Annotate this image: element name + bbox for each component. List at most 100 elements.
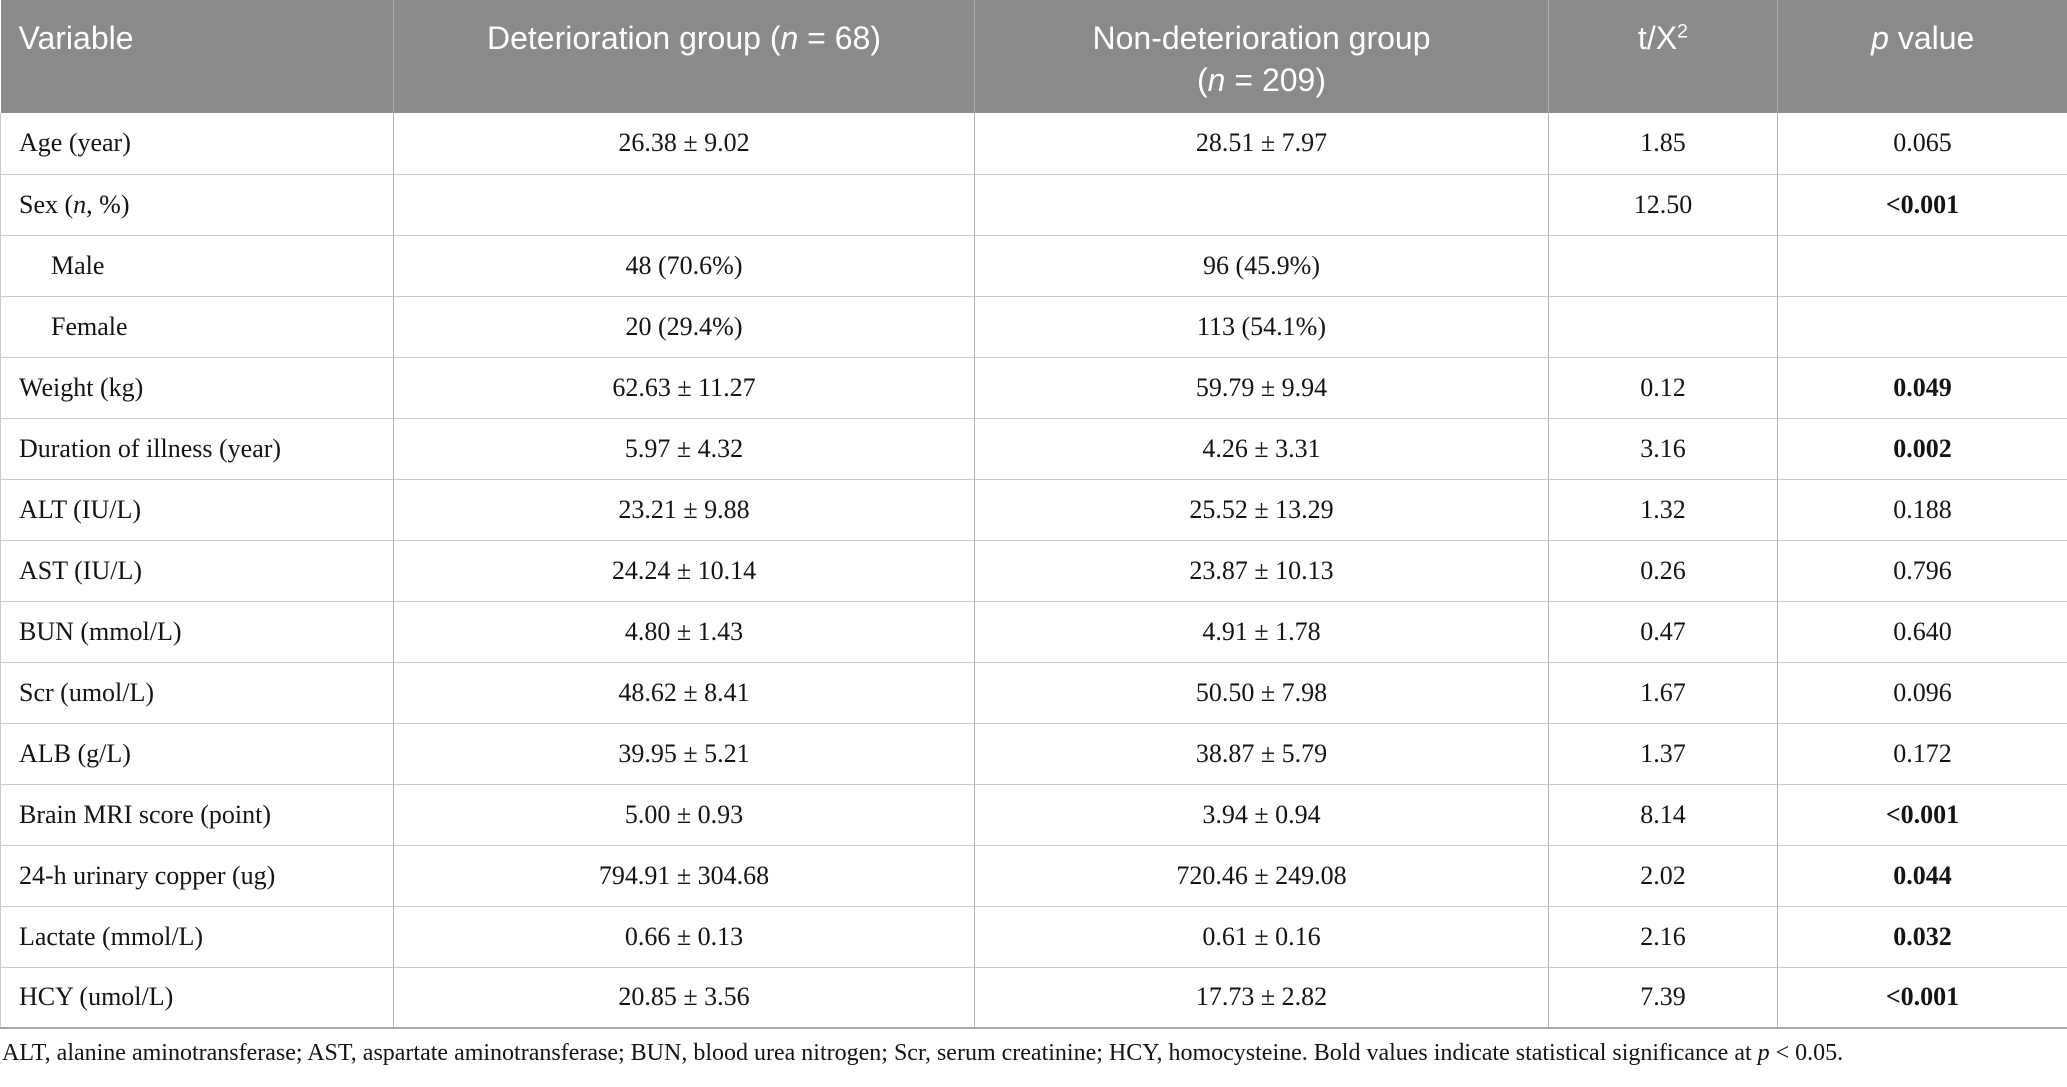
statistic-label: t/X [1637,20,1678,56]
cell-statistic: 3.16 [1548,417,1778,480]
cell-non-deterioration: 720.46 ± 249.08 [974,844,1549,907]
cell-non-deterioration: 28.51 ± 7.97 [974,113,1549,175]
cell-variable: ALB (g/L) [0,722,394,785]
cell-deterioration: 5.00 ± 0.93 [393,783,975,846]
cell-deterioration: 23.21 ± 9.88 [393,478,975,541]
table-row-urinary-copper: 24-h urinary copper (ug) 794.91 ± 304.68… [0,844,2067,907]
cell-non-deterioration: 38.87 ± 5.79 [974,722,1549,785]
table-footnote: ALT, alanine aminotransferase; AST, aspa… [0,1029,2067,1067]
cell-statistic [1548,295,1778,358]
footnote-abbreviations: ALT, alanine aminotransferase; AST, aspa… [2,1040,1758,1066]
cell-deterioration: 48.62 ± 8.41 [393,661,975,724]
cell-statistic: 0.12 [1548,356,1778,419]
cell-deterioration: 24.24 ± 10.14 [393,539,975,602]
cell-statistic: 1.32 [1548,478,1778,541]
pvalue-label: value [1888,20,1975,56]
cell-pvalue [1777,234,2067,297]
cell-statistic: 2.16 [1548,905,1778,968]
cell-deterioration: 20 (29.4%) [393,295,975,358]
cell-pvalue: 0.002 [1777,417,2067,480]
col-header-variable-label: Variable [18,20,134,56]
cell-non-deterioration: 17.73 ± 2.82 [974,966,1549,1029]
cell-deterioration: 39.95 ± 5.21 [393,722,975,785]
cell-deterioration: 62.63 ± 11.27 [393,356,975,419]
cell-non-deterioration [974,173,1549,236]
cell-deterioration: 4.80 ± 1.43 [393,600,975,663]
cell-deterioration: 48 (70.6%) [393,234,975,297]
statistic-superscript: 2 [1677,20,1689,43]
cell-statistic [1548,234,1778,297]
col-header-non-deterioration: Non-deterioration group (n = 209) [974,0,1549,113]
cell-deterioration: 20.85 ± 3.56 [393,966,975,1029]
table-header: Variable Deterioration group (n = 68) No… [0,0,2067,113]
cell-variable: Duration of illness (year) [0,417,394,480]
p-symbol: p [1871,20,1889,56]
cell-variable: AST (IU/L) [0,539,394,602]
cell-non-deterioration: 96 (45.9%) [974,234,1549,297]
cell-statistic: 12.50 [1548,173,1778,236]
table-row-scr: Scr (umol/L) 48.62 ± 8.41 50.50 ± 7.98 1… [0,661,2067,724]
col-header-deterioration-label: Deterioration group ( [487,20,781,56]
cell-statistic: 1.37 [1548,722,1778,785]
sex-label-n: n [73,189,87,219]
cell-pvalue [1777,295,2067,358]
col-header-non-deterioration-count: (n = 209) [985,60,1538,102]
sex-label-post: , %) [86,189,130,219]
table-row-weight: Weight (kg) 62.63 ± 11.27 59.79 ± 9.94 0… [0,356,2067,419]
table-row-bun: BUN (mmol/L) 4.80 ± 1.43 4.91 ± 1.78 0.4… [0,600,2067,663]
cell-deterioration: 5.97 ± 4.32 [393,417,975,480]
cell-variable: 24-h urinary copper (ug) [0,844,394,907]
cell-pvalue: 0.796 [1777,539,2067,602]
table-row-male: Male 48 (70.6%) 96 (45.9%) [0,234,2067,297]
col-header-statistic: t/X2 [1548,0,1778,113]
cell-variable: Scr (umol/L) [0,661,394,724]
col-header-non-deterioration-label: Non-deterioration group [1092,20,1431,56]
cell-pvalue: <0.001 [1777,173,2067,236]
cell-variable: Female [0,295,394,358]
cell-pvalue: 0.172 [1777,722,2067,785]
table-row-ast: AST (IU/L) 24.24 ± 10.14 23.87 ± 10.13 0… [0,539,2067,602]
col-header-variable: Variable [0,0,394,113]
cell-statistic: 1.67 [1548,661,1778,724]
paren-open: ( [1197,61,1208,98]
col-header-deterioration: Deterioration group (n = 68) [393,0,975,113]
cell-variable: Weight (kg) [0,356,394,419]
cell-non-deterioration: 50.50 ± 7.98 [974,661,1549,724]
cell-variable: Male [0,234,394,297]
cell-non-deterioration: 3.94 ± 0.94 [974,783,1549,846]
cell-statistic: 0.47 [1548,600,1778,663]
cell-non-deterioration: 4.91 ± 1.78 [974,600,1549,663]
cell-pvalue: 0.188 [1777,478,2067,541]
table-row-brain-mri: Brain MRI score (point) 5.00 ± 0.93 3.94… [0,783,2067,846]
table-row-alb: ALB (g/L) 39.95 ± 5.21 38.87 ± 5.79 1.37… [0,722,2067,785]
cell-deterioration [393,173,975,236]
table-row-age: Age (year) 26.38 ± 9.02 28.51 ± 7.97 1.8… [0,113,2067,175]
table-row-hcy: HCY (umol/L) 20.85 ± 3.56 17.73 ± 2.82 7… [0,966,2067,1029]
cell-variable: HCY (umol/L) [0,966,394,1029]
cell-pvalue: 0.044 [1777,844,2067,907]
cell-variable: Sex (n, %) [0,173,394,236]
footnote-p-symbol: p [1757,1040,1770,1066]
n-symbol: n [1207,61,1226,98]
cell-statistic: 8.14 [1548,783,1778,846]
table-row-female: Female 20 (29.4%) 113 (54.1%) [0,295,2067,358]
cell-statistic: 1.85 [1548,113,1778,175]
cell-deterioration: 0.66 ± 0.13 [393,905,975,968]
cell-variable: Age (year) [0,113,394,175]
cell-variable: ALT (IU/L) [0,478,394,541]
group-comparison-table: Variable Deterioration group (n = 68) No… [0,0,2067,1029]
cell-pvalue: 0.065 [1777,113,2067,175]
cell-pvalue: <0.001 [1777,783,2067,846]
cell-deterioration: 794.91 ± 304.68 [393,844,975,907]
table-row-alt: ALT (IU/L) 23.21 ± 9.88 25.52 ± 13.29 1.… [0,478,2067,541]
cell-non-deterioration: 113 (54.1%) [974,295,1549,358]
col-header-pvalue: p value [1777,0,2067,113]
header-row: Variable Deterioration group (n = 68) No… [0,0,2067,113]
cell-variable: Brain MRI score (point) [0,783,394,846]
cell-deterioration: 26.38 ± 9.02 [393,113,975,175]
table-body: Age (year) 26.38 ± 9.02 28.51 ± 7.97 1.8… [0,113,2067,1029]
cell-variable: BUN (mmol/L) [0,600,394,663]
cell-non-deterioration: 59.79 ± 9.94 [974,356,1549,419]
table-row-duration: Duration of illness (year) 5.97 ± 4.32 4… [0,417,2067,480]
